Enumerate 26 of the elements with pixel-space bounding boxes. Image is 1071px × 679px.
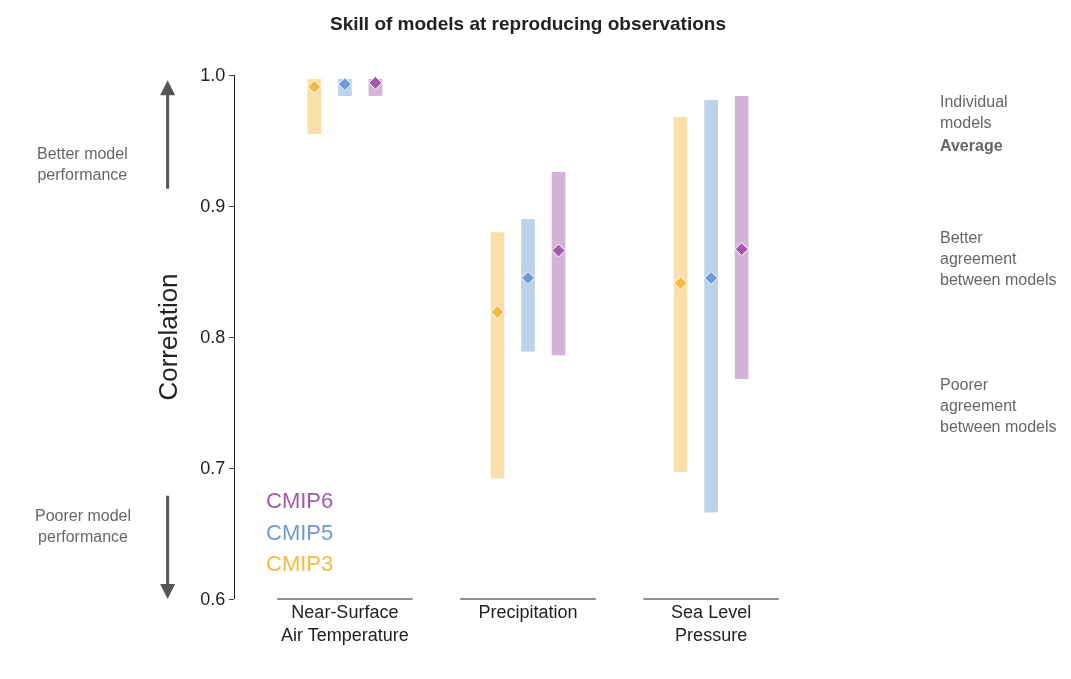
text: Better agreement between models (940, 229, 1057, 288)
text: Average (940, 137, 1003, 154)
text: CMIP5 (266, 520, 334, 545)
y-axis-title: Correlation (152, 273, 183, 401)
x-tick-label: Sea Level Pressure (671, 602, 752, 646)
bar (307, 78, 322, 134)
text: Better model performance (37, 145, 128, 183)
chart-title: Skill of models at reproducing observations (330, 13, 726, 35)
y-tick-label: 0.8 (200, 327, 226, 348)
bar (551, 171, 566, 356)
text: Individual models (940, 93, 1008, 131)
text: Poorer agreement between models (940, 376, 1057, 435)
text: CMIP6 (266, 488, 334, 513)
y-tick-label: 0.7 (200, 458, 226, 479)
bar (704, 99, 718, 513)
y-tick-label: 0.9 (200, 196, 226, 217)
text: CMIP3 (266, 551, 334, 576)
bar (521, 219, 535, 352)
bar (673, 116, 688, 472)
y-tick-label: 0.6 (200, 589, 226, 610)
x-tick-label: Near-Surface Air Temperature (281, 602, 409, 646)
bar (490, 232, 505, 479)
x-tick-label: Precipitation (478, 602, 578, 622)
text: Poorer model performance (35, 507, 132, 545)
bar (734, 95, 749, 379)
y-tick-label: 1.0 (200, 65, 226, 86)
